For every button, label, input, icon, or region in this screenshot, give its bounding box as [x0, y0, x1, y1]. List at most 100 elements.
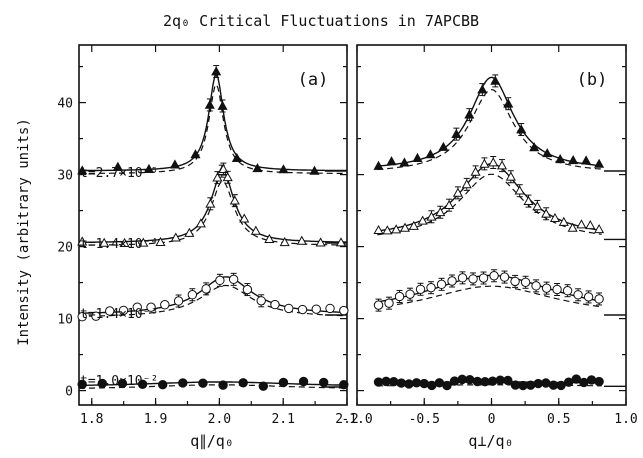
data-point: [435, 207, 446, 217]
data-point: [256, 296, 266, 306]
data-point: [444, 199, 455, 210]
data-point: [229, 195, 240, 205]
data-point: [447, 276, 457, 286]
data-point: [132, 302, 142, 312]
data-point: [558, 216, 569, 226]
data-point: [496, 160, 508, 170]
data-point: [201, 284, 211, 294]
data-point: [386, 156, 397, 166]
data-point: [389, 377, 399, 387]
panel-label: (b): [577, 70, 608, 90]
data-point: [252, 163, 263, 173]
data-point: [218, 380, 228, 390]
data-point: [585, 219, 596, 230]
data-point: [479, 158, 490, 168]
data-point: [169, 159, 180, 169]
data-point: [478, 273, 489, 283]
series-3: [373, 374, 626, 391]
data-point: [335, 237, 347, 247]
data-point: [97, 378, 108, 389]
data-point: [405, 289, 415, 299]
data-point: [438, 141, 449, 151]
data-point: [264, 233, 275, 243]
data-point: [373, 300, 384, 310]
data-point: [284, 303, 294, 314]
data-point: [339, 305, 349, 316]
data-point: [184, 227, 195, 237]
data-point: [311, 304, 321, 314]
data-point: [298, 376, 309, 387]
data-point: [461, 179, 472, 189]
data-point: [396, 378, 407, 388]
data-point: [514, 185, 525, 195]
data-point: [411, 378, 422, 388]
data-point: [542, 148, 553, 158]
data-point: [215, 275, 225, 286]
data-point: [315, 237, 326, 247]
x-tick-label: 0: [488, 412, 496, 427]
data-point: [581, 155, 592, 165]
data-point: [238, 378, 248, 388]
data-point: [218, 163, 229, 173]
data-point: [117, 378, 128, 389]
data-point: [399, 222, 411, 232]
data-point: [505, 171, 516, 181]
series-label: t=1.4×10⁻³: [80, 307, 158, 322]
series-0: [77, 65, 347, 175]
data-point: [567, 222, 578, 232]
data-point: [309, 165, 320, 175]
panel-label: (a): [298, 70, 329, 90]
series-2: [373, 269, 626, 316]
data-point: [586, 375, 597, 385]
data-point: [297, 304, 308, 315]
data-point: [160, 300, 170, 310]
data-point: [477, 84, 488, 94]
data-point: [425, 149, 436, 159]
data-point: [384, 298, 394, 308]
series-1: [77, 162, 348, 247]
data-point: [442, 380, 452, 391]
data-point: [594, 294, 604, 304]
data-point: [170, 232, 181, 242]
data-point: [568, 155, 579, 165]
data-point: [503, 375, 513, 386]
data-point: [426, 211, 437, 221]
series-0: [373, 74, 626, 172]
data-point: [112, 161, 123, 171]
data-point: [155, 236, 166, 246]
data-point: [296, 235, 307, 245]
data-point: [325, 303, 335, 314]
data-point: [531, 281, 541, 291]
series-label: t=2.7×10⁻⁵: [80, 166, 158, 181]
data-point: [382, 225, 393, 235]
data-point: [532, 201, 543, 211]
data-point: [465, 375, 475, 385]
data-point: [198, 378, 208, 388]
data-point: [523, 195, 534, 205]
series-1: [373, 155, 626, 241]
model-curve-dashed: [377, 384, 602, 387]
data-point: [449, 376, 460, 386]
y-tick-label: 0: [65, 385, 73, 400]
y-tick-label: 20: [57, 241, 73, 256]
model-curve-dashed: [377, 89, 602, 171]
data-point: [525, 380, 536, 390]
data-point: [391, 224, 402, 234]
data-point: [373, 224, 384, 235]
data-point: [412, 152, 423, 162]
data-point: [419, 378, 429, 389]
data-point: [415, 284, 426, 294]
data-point: [503, 98, 514, 108]
data-point: [242, 284, 253, 295]
data-point: [399, 157, 410, 167]
data-point: [146, 302, 156, 312]
data-point: [541, 378, 551, 388]
data-point: [573, 290, 583, 300]
data-point: [143, 163, 154, 173]
y-tick-label: 30: [57, 169, 73, 184]
data-point: [510, 276, 520, 287]
data-point: [452, 187, 463, 197]
data-point: [157, 379, 168, 390]
data-point: [373, 160, 384, 170]
data-point: [576, 219, 587, 229]
